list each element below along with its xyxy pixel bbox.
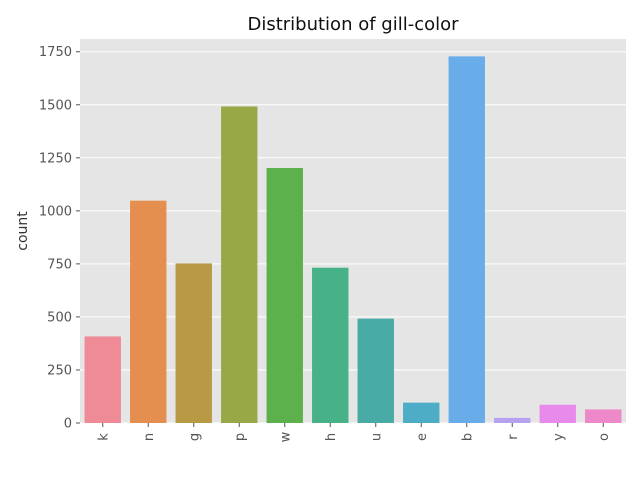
bar-y bbox=[539, 404, 576, 423]
gridlines bbox=[80, 51, 626, 424]
x-tick-label-p: p bbox=[233, 433, 248, 441]
bar-n bbox=[130, 200, 167, 423]
y-tick-label: 250 bbox=[47, 363, 72, 378]
x-tick-label-k: k bbox=[96, 433, 111, 441]
y-tick-label: 0 bbox=[64, 417, 72, 432]
y-tick-label: 1000 bbox=[39, 204, 72, 219]
x-tick-label-r: r bbox=[506, 434, 521, 440]
bar-w bbox=[266, 167, 303, 423]
y-axis-label: count bbox=[15, 211, 31, 251]
x-tick-label-n: n bbox=[142, 433, 157, 441]
bar-e bbox=[403, 402, 440, 423]
bar-o bbox=[585, 409, 622, 423]
y-tick-label: 1750 bbox=[39, 45, 72, 60]
y-tick-label: 1250 bbox=[39, 151, 72, 166]
bar-b bbox=[448, 56, 485, 423]
x-tick-label-o: o bbox=[597, 433, 612, 441]
bar-k bbox=[84, 336, 121, 423]
x-tick-label-w: w bbox=[278, 431, 293, 442]
x-tick-label-u: u bbox=[369, 433, 384, 441]
bar-g bbox=[175, 263, 212, 423]
x-tick-label-e: e bbox=[415, 433, 430, 441]
bar-h bbox=[312, 267, 349, 423]
bar-u bbox=[357, 318, 394, 423]
plot-area bbox=[80, 39, 626, 423]
y-tick-label: 750 bbox=[47, 257, 72, 272]
y-tick-label: 500 bbox=[47, 310, 72, 325]
y-axis-ticks: 0 250 500 750 1000 1250 1500 1750 bbox=[39, 45, 80, 432]
bars bbox=[84, 56, 622, 423]
x-tick-label-g: g bbox=[187, 433, 202, 441]
chart-title: Distribution of gill-color bbox=[247, 14, 459, 35]
x-tick-label-y: y bbox=[551, 433, 566, 441]
bar-r bbox=[494, 417, 531, 423]
x-tick-label-h: h bbox=[324, 433, 339, 441]
bar-p bbox=[221, 106, 258, 423]
x-tick-label-b: b bbox=[460, 433, 475, 441]
y-tick-label: 1500 bbox=[39, 98, 72, 113]
